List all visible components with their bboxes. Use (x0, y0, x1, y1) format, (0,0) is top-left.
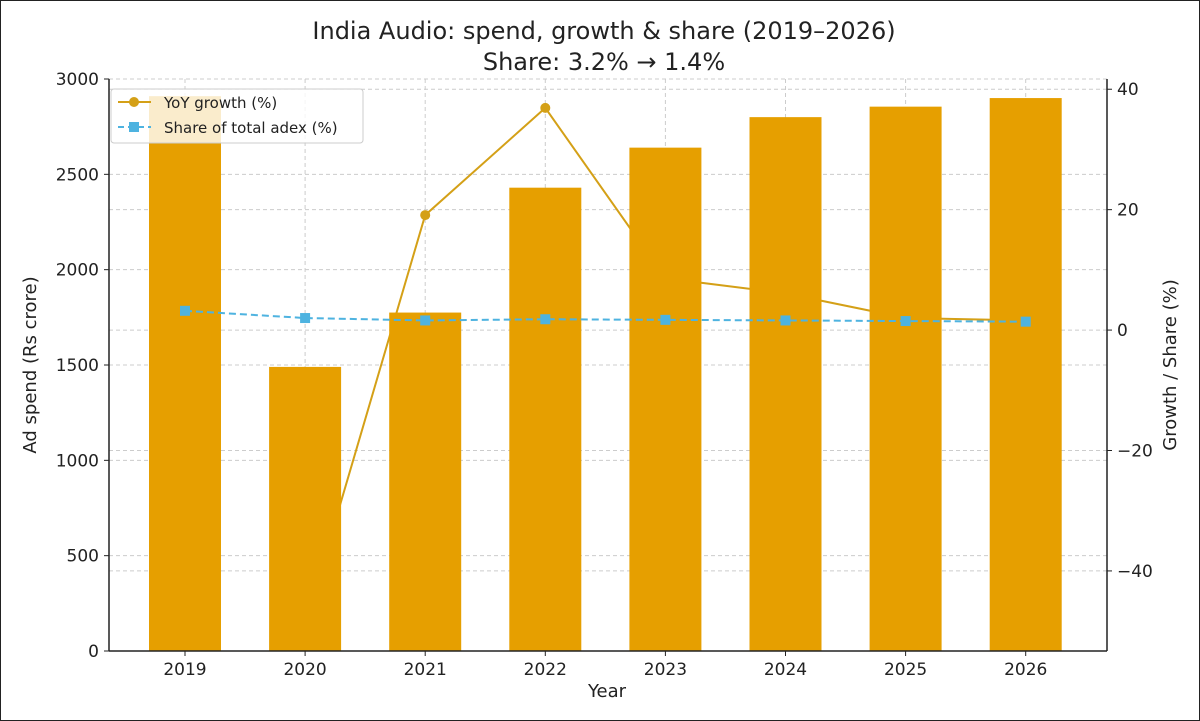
bar-2026 (989, 98, 1062, 652)
y2-tick-label: 20 (1117, 201, 1139, 221)
y-tick-label: 500 (67, 547, 99, 567)
bar-2023 (629, 147, 702, 651)
growth-point (420, 210, 431, 221)
x-tick-label: 2023 (644, 660, 687, 680)
legend: YoY growth (%) Share of total adex (%) (110, 88, 364, 144)
y2-tick-label: −40 (1117, 562, 1153, 582)
legend-square-marker-icon (129, 122, 139, 132)
bar-2024 (749, 117, 822, 652)
y-tick-label: 2500 (56, 165, 99, 185)
share-point (900, 316, 911, 327)
x-tick-label: 2019 (163, 660, 206, 680)
growth-point (540, 102, 551, 113)
x-tick-label: 2024 (764, 660, 807, 680)
share-point (420, 315, 431, 326)
share-line (184, 309, 1026, 323)
legend-label-share: Share of total adex (%) (164, 119, 338, 137)
chart-subtitle: Share: 3.2% → 1.4% (483, 48, 725, 76)
y-tick-label: 2000 (56, 261, 99, 281)
bar-2019 (149, 96, 221, 651)
chart-title: India Audio: spend, growth & share (2019… (312, 17, 895, 45)
y-tick-label: 1500 (56, 356, 99, 376)
y-tick-label: 1000 (56, 451, 99, 471)
share-point (660, 314, 671, 325)
x-tick-label: 2026 (1004, 660, 1047, 680)
y2-tick-label: 40 (1117, 80, 1139, 100)
x-tick-label: 2025 (884, 660, 927, 680)
y-axis-label: Ad spend (Rs crore) (20, 276, 41, 453)
x-tick-label: 2020 (283, 660, 326, 680)
legend-circle-marker-icon (129, 97, 139, 107)
x-tick-label: 2022 (524, 660, 567, 680)
y-tick-label: 0 (88, 642, 99, 662)
legend-label-growth: YoY growth (%) (163, 94, 277, 112)
y-tick-label: 3000 (56, 70, 99, 90)
x-tick-label: 2021 (404, 660, 447, 680)
bar-2021 (389, 312, 462, 651)
bar-2020 (269, 366, 342, 651)
share-point (1020, 316, 1031, 327)
bar-2022 (509, 187, 582, 651)
y2-tick-label: 0 (1117, 321, 1128, 341)
share-point (180, 305, 190, 316)
share-point (780, 315, 791, 326)
y2-axis-label: Growth / Share (%) (1160, 279, 1181, 450)
share-point (540, 314, 551, 325)
y2-tick-label: −20 (1117, 441, 1153, 461)
x-axis-label: Year (587, 681, 627, 702)
bar-2025 (869, 106, 942, 651)
share-point (300, 313, 311, 324)
